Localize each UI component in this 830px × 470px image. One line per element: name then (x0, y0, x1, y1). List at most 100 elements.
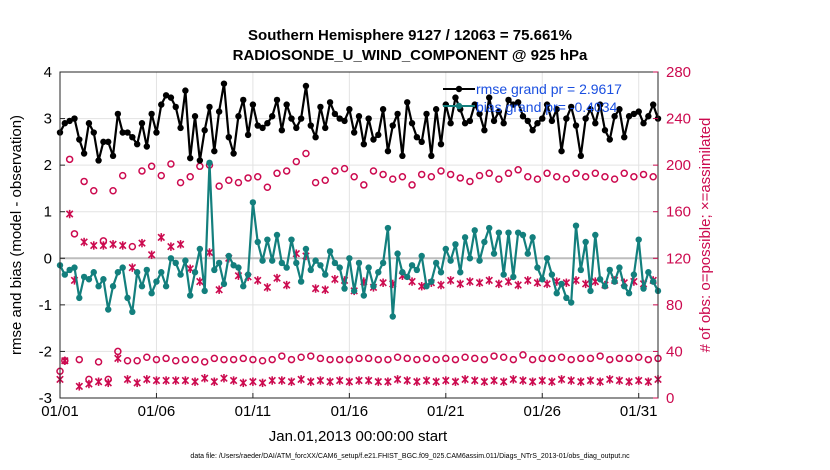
assimilated-obs-marker (253, 276, 262, 285)
rmse-point (317, 103, 324, 111)
rmse-point (187, 154, 194, 162)
bias-point (394, 250, 401, 257)
assimilated-obs-marker (278, 376, 286, 385)
possible-obs-marker (133, 356, 141, 365)
assimilated-obs-marker (133, 378, 141, 388)
possible-obs-marker (215, 182, 223, 190)
bias-point (211, 266, 218, 274)
bias-point (297, 278, 305, 285)
rmse-point (109, 152, 117, 160)
assimilated-obs-marker (581, 279, 590, 289)
rmse-point (519, 113, 527, 120)
x-tick-label: 01/21 (427, 403, 465, 420)
bias-point (524, 250, 531, 257)
bias-point (326, 248, 334, 255)
assimilated-obs-marker (413, 377, 421, 386)
data-file-footnote: data file: /Users/raeder/DAI/ATM_forcXX/… (190, 453, 630, 460)
bias-point (649, 278, 657, 285)
bias-point (490, 250, 498, 257)
x-tick-label: 01/26 (523, 403, 561, 420)
assimilated-obs-marker (89, 241, 98, 250)
y-tick-label: 3 (44, 111, 52, 128)
bias-point (577, 266, 585, 274)
assimilated-obs-marker (572, 276, 580, 285)
possible-obs-marker (538, 354, 547, 363)
bias-point (350, 287, 358, 295)
assimilated-obs-marker (80, 237, 88, 247)
possible-obs-marker (234, 178, 243, 187)
rmse-point (621, 134, 628, 141)
assimilated-obs-marker (446, 276, 455, 285)
bias-point (191, 269, 199, 276)
bias-point (630, 271, 638, 278)
bias-point (153, 278, 160, 285)
assimilated-obs-marker (519, 376, 527, 385)
possible-obs-marker (225, 176, 233, 185)
rmse-point (268, 113, 276, 120)
assimilated-obs-marker (480, 377, 489, 386)
bias-point (596, 276, 604, 283)
rmse-point (543, 101, 551, 108)
rmse-point (293, 124, 300, 132)
y-axis-right-label: # of obs: o=possible; ×=assimilated (697, 118, 714, 353)
assimilated-obs-marker (152, 376, 161, 385)
rmse-point (114, 110, 122, 118)
assimilated-obs-marker (147, 250, 156, 259)
possible-obs-marker (311, 178, 320, 187)
rmse-point (273, 96, 281, 104)
possible-obs-marker (355, 354, 363, 363)
rmse-point (447, 120, 454, 127)
bias-point (587, 287, 594, 295)
rmse-point (278, 127, 286, 134)
rmse-point (225, 134, 232, 141)
assimilated-obs-marker (504, 277, 513, 286)
rmse-point (105, 138, 112, 146)
bias-point (182, 257, 189, 264)
assimilated-obs-marker (528, 377, 537, 386)
rmse-point (283, 101, 290, 108)
possible-obs-marker (552, 173, 561, 181)
possible-obs-marker (345, 355, 354, 364)
possible-obs-marker (384, 355, 392, 364)
rmse-point (341, 117, 348, 125)
rmse-point (423, 110, 430, 118)
bias-point (413, 266, 421, 274)
possible-obs-marker (292, 157, 301, 166)
bias-point (495, 229, 503, 236)
possible-obs-marker (562, 175, 571, 183)
rmse-point (616, 106, 623, 113)
rmse-point (404, 99, 411, 106)
bias-point (442, 245, 450, 253)
y-tick-label: -1 (39, 297, 52, 314)
rmse-point (379, 106, 387, 113)
rmse-point (437, 140, 445, 148)
bias-point (85, 276, 93, 283)
assimilated-obs-marker (384, 377, 392, 386)
bias-point (611, 278, 618, 285)
bias-point (302, 245, 310, 253)
bias-point (341, 285, 348, 292)
assimilated-obs-marker (210, 377, 219, 386)
bias-point (167, 255, 175, 262)
bias-point (645, 269, 652, 276)
bias-point (158, 269, 165, 276)
bias-point (553, 290, 560, 297)
possible-obs-marker (229, 355, 238, 364)
bias-point (148, 290, 155, 297)
rmse-point (297, 115, 305, 122)
assimilated-obs-marker (586, 376, 595, 385)
bias-point (519, 231, 527, 239)
possible-obs-marker (514, 166, 522, 174)
possible-obs-marker (601, 173, 609, 181)
bias-point (437, 269, 445, 276)
possible-obs-marker (432, 355, 440, 364)
assimilated-obs-marker (442, 376, 450, 385)
rmse-point (365, 115, 372, 122)
rmse-point (428, 152, 435, 160)
assimilated-obs-marker (417, 282, 426, 291)
possible-obs-marker (499, 353, 508, 361)
rmse-point (249, 101, 257, 108)
possible-obs-marker (606, 355, 614, 364)
possible-obs-marker (369, 167, 378, 175)
bias-point (143, 266, 151, 274)
